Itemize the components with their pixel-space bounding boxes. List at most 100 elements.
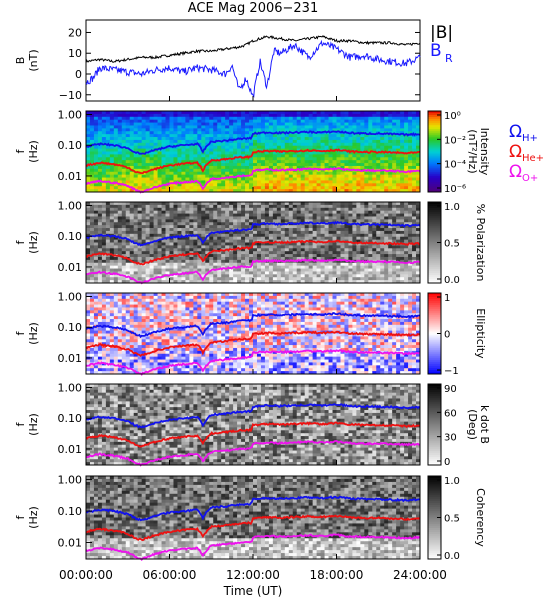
- heatmap-cell: [332, 204, 337, 209]
- heatmap-cell: [217, 119, 222, 123]
- heatmap-cell: [304, 254, 310, 258]
- heatmap-cell: [404, 213, 409, 217]
- heatmap-cell: [169, 134, 174, 138]
- heatmap-cell: [153, 116, 158, 121]
- heatmap-cell: [185, 277, 190, 281]
- heatmap-cell: [284, 157, 290, 161]
- heatmap-cell: [229, 213, 234, 217]
- heatmap-cell: [368, 139, 373, 144]
- heatmap-cell: [157, 177, 162, 181]
- heatmap-cell: [412, 256, 417, 261]
- heatmap-cell: [384, 204, 389, 209]
- heatmap-cell: [348, 183, 353, 187]
- heatmap-cell: [189, 122, 194, 126]
- heatmap-cell: [105, 262, 111, 267]
- heatmap-cell: [364, 145, 369, 149]
- heatmap-cell: [117, 183, 123, 187]
- heatmap-cell: [308, 222, 314, 226]
- heatmap-cell: [201, 157, 206, 161]
- heatmap-cell: [189, 277, 194, 281]
- heatmap-cell: [101, 183, 107, 187]
- heatmap-cell: [304, 245, 310, 249]
- heatmap-cell: [284, 230, 290, 235]
- heatmap-cell: [304, 145, 310, 149]
- heatmap-cell: [264, 242, 270, 246]
- heatmap-cell: [356, 256, 361, 261]
- heatmap-cell: [292, 256, 298, 261]
- heatmap-cell: [316, 125, 321, 129]
- heatmap-cell: [368, 225, 373, 229]
- heatmap-cell: [97, 154, 103, 158]
- heatmap-cell: [253, 113, 258, 118]
- heatmap-cell: [312, 242, 318, 246]
- heatmap-cell: [284, 207, 290, 212]
- heatmap-cell: [316, 151, 321, 155]
- heatmap-cell: [101, 321, 107, 326]
- heatmap-cell: [217, 233, 222, 238]
- heatmap-cell: [296, 248, 302, 252]
- heatmap-cell: [157, 207, 162, 212]
- heatmap-cell: [137, 134, 143, 138]
- heatmap-cell: [344, 207, 349, 212]
- heatmap-cell: [408, 271, 413, 275]
- heatmap-cell: [217, 225, 222, 229]
- heatmap-cell: [93, 321, 99, 326]
- heatmap-cell: [388, 113, 393, 118]
- heatmap-cell: [396, 157, 401, 161]
- heatmap-cell: [237, 219, 242, 223]
- heatmap-cell: [221, 113, 226, 118]
- heatmap-cell: [392, 248, 397, 252]
- heatmap-cell: [328, 122, 333, 126]
- heatmap-cell: [161, 271, 166, 275]
- heatmap-cell: [161, 230, 166, 235]
- heatmap-cell: [332, 125, 337, 129]
- heatmap-cell: [416, 113, 421, 118]
- heatmap-cell: [145, 116, 151, 121]
- heatmap-cell: [89, 213, 95, 217]
- heatmap-cell: [209, 165, 214, 170]
- heatmap-cell: [225, 125, 230, 129]
- heatmap-cell: [217, 271, 222, 275]
- heatmap-cell: [201, 245, 206, 249]
- heatmap-cell: [113, 265, 119, 269]
- heatmap-cell: [213, 125, 218, 129]
- heatmap-cell: [89, 298, 95, 303]
- heatmap-cell: [276, 177, 282, 181]
- heatmap-cell: [225, 268, 230, 272]
- heatmap-cell: [169, 131, 174, 135]
- heatmap-cell: [348, 277, 353, 281]
- heatmap-cell: [320, 163, 325, 167]
- heatmap-cell: [408, 268, 413, 272]
- heatmap-cell: [360, 137, 365, 141]
- heatmap-cell: [157, 254, 162, 258]
- heatmap-cell: [209, 171, 214, 176]
- heatmap-cell: [360, 163, 365, 167]
- heatmap-cell: [280, 180, 286, 184]
- heatmap-cell: [93, 251, 99, 255]
- heatmap-cell: [340, 256, 345, 261]
- heatmap-cell: [308, 202, 314, 206]
- heatmap-cell: [396, 271, 401, 275]
- heatmap-cell: [412, 213, 417, 217]
- heatmap-cell: [193, 271, 198, 275]
- heatmap-cell: [101, 171, 107, 176]
- heatmap-cell: [165, 113, 170, 118]
- heatmap-cell: [97, 319, 103, 323]
- heatmap-cell: [312, 213, 318, 217]
- heatmap-cell: [177, 233, 182, 238]
- heatmap-cell: [189, 134, 194, 138]
- heatmap-cell: [177, 265, 182, 269]
- heatmap-cell: [280, 189, 286, 193]
- heatmap-cell: [336, 116, 341, 121]
- heatmap-cell: [356, 233, 361, 238]
- heatmap-cell: [105, 202, 111, 206]
- colorbar-cell: [428, 222, 441, 225]
- heatmap-cell: [416, 139, 421, 144]
- heatmap-cell: [121, 213, 127, 217]
- heatmap-cell: [276, 245, 282, 249]
- heatmap-cell: [396, 171, 401, 176]
- heatmap-cell: [368, 111, 373, 115]
- heatmap-cell: [197, 210, 202, 214]
- heatmap-cell: [260, 163, 266, 167]
- heatmap-cell: [149, 163, 154, 167]
